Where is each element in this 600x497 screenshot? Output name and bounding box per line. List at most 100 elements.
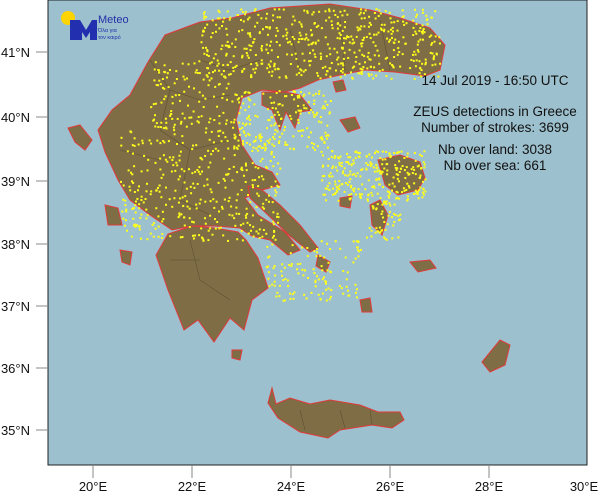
strike-dot: [249, 143, 252, 146]
strike-dot: [421, 191, 424, 194]
strike-dot: [397, 214, 400, 217]
strike-dot: [338, 188, 341, 191]
strike-dot: [205, 74, 208, 77]
strike-dot: [415, 32, 418, 35]
strike-dot: [210, 61, 213, 64]
lat-label: 36°N: [1, 361, 30, 376]
strike-dot: [220, 73, 223, 76]
strike-dot: [201, 94, 204, 97]
strike-dot: [331, 167, 334, 170]
strike-dot: [176, 143, 178, 145]
strike-dot: [390, 28, 392, 31]
strike-dot: [341, 71, 344, 74]
strike-dot: [268, 71, 271, 74]
strike-dot: [339, 10, 342, 13]
strike-dot: [398, 171, 401, 173]
strike-dot: [379, 183, 382, 186]
strike-dot: [204, 97, 207, 100]
strike-dot: [322, 193, 325, 196]
strike-dot: [405, 22, 408, 25]
strike-dot: [314, 285, 317, 288]
strike-dot: [355, 175, 358, 178]
strike-dot: [257, 232, 260, 235]
strike-dot: [360, 8, 362, 11]
strike-dot: [316, 275, 318, 278]
strike-dot: [417, 50, 420, 53]
strike-dot: [249, 119, 251, 121]
strike-dot: [331, 24, 333, 27]
zakynthos: [119, 249, 133, 266]
strike-dot: [391, 182, 394, 185]
strike-dot: [347, 57, 350, 59]
strike-dot: [317, 120, 320, 123]
strike-dot: [373, 33, 376, 36]
strike-dot: [222, 93, 225, 96]
strike-dot: [161, 210, 164, 213]
strike-dot: [307, 38, 310, 41]
strike-dot: [178, 94, 181, 96]
strike-dot: [383, 236, 386, 239]
strike-dot: [282, 299, 285, 302]
strike-dot: [391, 36, 393, 39]
strike-dot: [248, 123, 251, 126]
strike-dot: [281, 263, 284, 266]
strike-dot: [393, 213, 395, 216]
strike-dot: [242, 130, 245, 133]
strike-dot: [396, 177, 399, 180]
strike-dot: [370, 229, 373, 232]
strike-dot: [339, 155, 342, 158]
strike-dot: [387, 214, 390, 217]
strike-dot: [214, 53, 217, 56]
strike-dot: [349, 170, 352, 173]
strike-dot: [198, 234, 201, 237]
strike-dot: [256, 192, 259, 195]
strike-dot: [326, 187, 329, 190]
strike-dot: [245, 216, 248, 219]
strike-dot: [412, 26, 415, 29]
strike-dot: [325, 199, 328, 202]
strike-dot: [377, 150, 380, 153]
strike-dot: [244, 181, 247, 183]
strike-dot: [202, 12, 205, 15]
strike-dot: [248, 44, 251, 47]
strike-dot: [300, 74, 303, 77]
strike-dot: [328, 189, 331, 191]
strike-dot: [206, 53, 208, 56]
strike-dot: [363, 55, 366, 58]
strike-dot: [361, 39, 364, 41]
strike-dot: [308, 92, 311, 95]
strike-dot: [231, 179, 234, 182]
strike-dot: [388, 153, 391, 156]
strike-dot: [316, 145, 319, 148]
strike-dot: [319, 254, 322, 257]
strike-dot: [276, 291, 279, 294]
strike-dot: [136, 197, 139, 200]
strike-dot: [228, 73, 231, 76]
strike-dot: [366, 55, 369, 58]
strike-dot: [351, 38, 354, 41]
strike-dot: [310, 29, 312, 32]
strike-dot: [280, 117, 283, 120]
strike-dot: [129, 189, 132, 192]
strike-dot: [213, 206, 216, 209]
strike-dot: [358, 13, 361, 16]
strike-dot: [281, 132, 284, 135]
strike-dot: [179, 99, 181, 102]
strike-dot: [195, 69, 198, 72]
strike-dot: [347, 36, 349, 38]
strike-dot: [249, 49, 252, 52]
strike-dot: [191, 220, 194, 223]
strike-dot: [233, 118, 236, 121]
strike-dot: [370, 163, 373, 166]
strike-dot: [341, 172, 344, 175]
strike-dot: [227, 200, 230, 203]
strike-dot: [258, 134, 261, 137]
strike-dot: [379, 197, 382, 199]
strike-dot: [373, 186, 376, 189]
strike-dot: [203, 15, 206, 18]
strike-dot: [326, 184, 329, 187]
strike-dot: [275, 191, 278, 194]
strike-dot: [300, 25, 303, 28]
strike-dot: [122, 184, 125, 187]
strike-dot: [159, 168, 162, 171]
